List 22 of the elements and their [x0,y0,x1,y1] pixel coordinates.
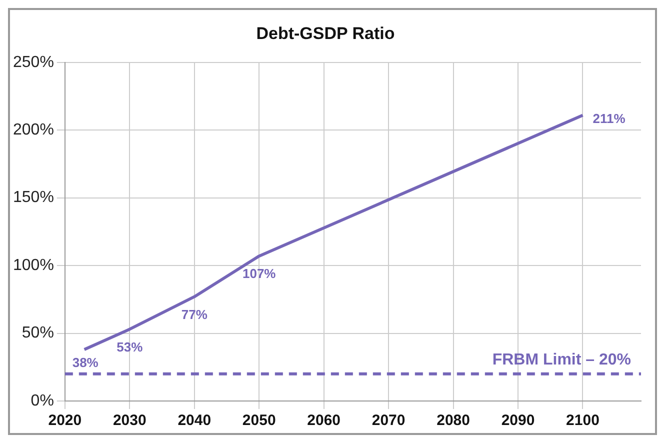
x-tick-label: 2090 [501,412,535,430]
y-tick-label: 200% [13,122,54,139]
data-label: 211% [592,110,626,126]
y-tick-label: 0% [30,392,54,410]
y-tick-label: 250% [13,54,54,71]
x-tick-label: 2050 [242,412,276,430]
chart-title: Debt-GSDP Ratio [256,24,395,43]
y-tick-label: 100% [13,256,54,274]
data-label: 77% [181,306,208,322]
y-tick-label: 150% [13,189,54,206]
x-tick-label: 2100 [566,412,600,430]
x-tick-label: 2040 [178,412,212,430]
data-label: 107% [242,266,276,282]
x-tick-label: 2070 [372,412,406,430]
y-tick-label: 50% [22,324,54,342]
x-tick-label: 2020 [48,412,82,430]
x-tick-label: 2080 [436,412,470,430]
x-tick-label: 2060 [307,412,341,430]
data-label: 53% [116,339,144,354]
ref-line-label: FRBM Limit – 20% [492,351,631,368]
data-label: 38% [72,355,99,370]
x-tick-label: 2030 [112,412,146,430]
